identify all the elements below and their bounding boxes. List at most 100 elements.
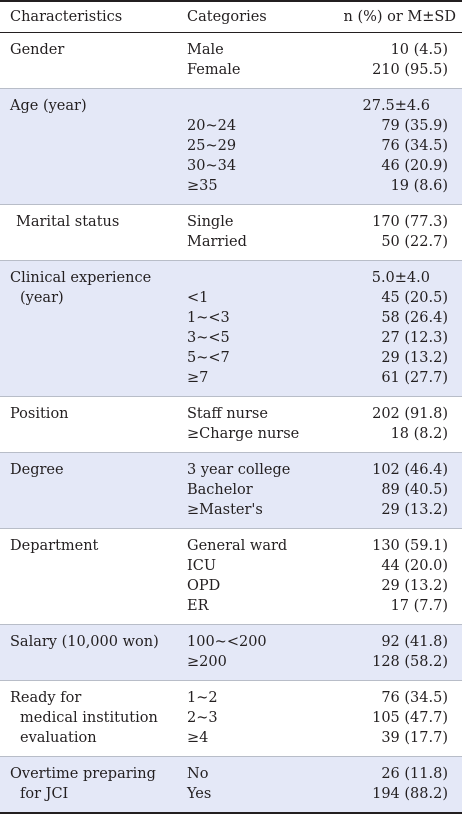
row-characteristic: Age (year) [0,96,177,196]
table-header: Characteristics Categories n (%) or M±SD [0,2,462,33]
table-row: Clinical experience(year).<11~<33~<55~<7… [0,261,462,397]
row-characteristic: Ready for medical institution evaluation [0,688,177,748]
category-label: ≥35 [187,178,218,194]
characteristic-label: Ready for [10,690,82,706]
row-categories: 100~<200 ≥200 [177,632,322,672]
row-values: 102 (46.4) 89 (40.5) 29 (13.2) [322,460,462,520]
row-values: 5.0±4.0 45 (20.5) 58 (26.4) 27 (12.3) 29 (13… [322,268,462,388]
table-row: Marital status Single Married 170 (77.3) 50 … [0,205,462,261]
characteristic-label: Gender [10,42,65,58]
category-label: ≥7 [187,370,209,386]
row-categories: 3 year college Bachelor ≥Master's [177,460,322,520]
characteristic-label: Overtime preparing [10,766,156,782]
table-row: Gender Male Female 10 (4.5) 210 (95.5) [0,33,462,89]
category-label: ICU [187,558,217,574]
count-percent-value: 39 (17.7) [381,730,448,746]
count-percent-value: 210 (95.5) [372,62,448,78]
characteristic-label: medical institution [20,710,158,726]
characteristic-label: Position [10,406,69,422]
mean-sd-value: 5.0±4.0 [371,270,430,286]
count-percent-value: 10 (4.5) [390,42,448,58]
table-row: Salary (10,000 won) 100~<200 ≥200 92 (41.8)… [0,625,462,681]
characteristic-label: for JCI [20,786,69,802]
row-values: 26 (11.8) 194 (88.2) [322,764,462,804]
row-characteristic: Department [0,536,177,616]
characteristic-label: Age (year) [10,98,87,114]
category-label: Yes [187,786,212,802]
row-values: 130 (59.1) 44 (20.0) 29 (13.2) 17 (7.7) [322,536,462,616]
table-row: Position Staff nurse ≥Charge nurse 202 (91.… [0,397,462,453]
category-label: 2~3 [187,710,218,726]
table-row: Ready for medical institution evaluation 1~… [0,681,462,757]
row-values: 170 (77.3) 50 (22.7) [322,212,462,252]
category-label: ≥Master's [187,502,263,518]
count-percent-value: 19 (8.6) [390,178,448,194]
count-percent-value: 44 (20.0) [381,558,448,574]
count-percent-value: 130 (59.1) [372,538,448,554]
count-percent-value: 17 (7.7) [390,598,448,614]
count-percent-value: 89 (40.5) [381,482,448,498]
count-percent-value: 45 (20.5) [381,290,448,306]
count-percent-value: 27 (12.3) [381,330,448,346]
row-characteristic: Gender [0,40,177,80]
count-percent-value: 128 (58.2) [372,654,448,670]
category-label: Bachelor [187,482,253,498]
count-percent-value: 29 (13.2) [381,502,448,518]
table-body: Gender Male Female 10 (4.5) 210 (95.5) Age (y… [0,33,462,812]
count-percent-value: 92 (41.8) [381,634,448,650]
count-percent-value: 29 (13.2) [381,578,448,594]
category-label: Male [187,42,224,58]
row-categories: Male Female [177,40,322,80]
category-label: Married [187,234,247,250]
table-row: Department General ward ICU OPD ER 130 (59.1)… [0,529,462,625]
count-percent-value: 76 (34.5) [381,690,448,706]
row-values: 202 (91.8) 18 (8.2) [322,404,462,444]
characteristic-label: (year) [20,290,64,306]
category-label: 1~<3 [187,310,230,326]
count-percent-value: 18 (8.2) [390,426,448,442]
category-label: OPD [187,578,221,594]
table-row: Overtime preparing for JCI No Yes 26 (11.8) 1… [0,757,462,812]
row-characteristic: Degree [0,460,177,520]
row-values: 10 (4.5) 210 (95.5) [322,40,462,80]
count-percent-value: 61 (27.7) [381,370,448,386]
category-label: General ward [187,538,288,554]
header-characteristics: Characteristics [10,9,123,25]
count-percent-value: 105 (47.7) [372,710,448,726]
category-label: 100~<200 [187,634,267,650]
category-label: 30~34 [187,158,237,174]
row-values: 76 (34.5) 105 (47.7) 39 (17.7) [322,688,462,748]
characteristic-label: Clinical experience [10,270,152,286]
category-label: <1 [187,290,209,306]
category-label: No [187,766,209,782]
characteristic-label: evaluation [20,730,97,746]
category-label: 3 year college [187,462,291,478]
characteristic-label: Salary (10,000 won) [10,634,159,650]
row-categories: General ward ICU OPD ER [177,536,322,616]
count-percent-value: 102 (46.4) [372,462,448,478]
category-label: ≥Charge nurse [187,426,300,442]
row-categories: Single Married [177,212,322,252]
category-label: Female [187,62,241,78]
category-label: Single [187,214,234,230]
category-label: 5~<7 [187,350,230,366]
category-label: Staff nurse [187,406,268,422]
count-percent-value: 194 (88.2) [372,786,448,802]
count-percent-value: 50 (22.7) [381,234,448,250]
row-characteristic: Salary (10,000 won) [0,632,177,672]
count-percent-value: 29 (13.2) [381,350,448,366]
category-label: ER [187,598,209,614]
row-characteristic: Position [0,404,177,444]
row-characteristic: Marital status [0,212,177,252]
row-categories: Staff nurse ≥Charge nurse [177,404,322,444]
count-percent-value: 76 (34.5) [381,138,448,154]
category-label: 3~<5 [187,330,230,346]
row-values: 92 (41.8) 128 (58.2) [322,632,462,672]
category-label: ≥200 [187,654,227,670]
count-percent-value: 202 (91.8) [372,406,448,422]
category-label: 20~24 [187,118,237,134]
category-label: 25~29 [187,138,237,154]
mean-sd-value: 27.5±4.6 [362,98,431,114]
